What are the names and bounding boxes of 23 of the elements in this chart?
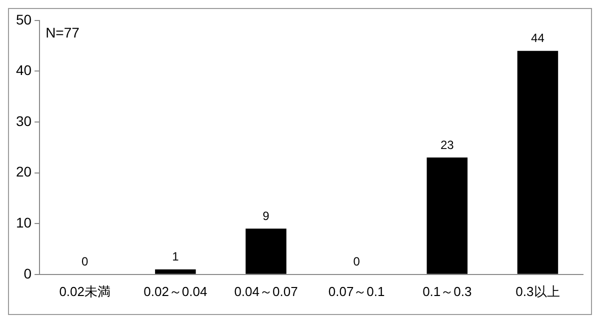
x-tick-label: 0.02～0.04 <box>144 284 208 299</box>
data-label: 0 <box>82 254 89 269</box>
annotation: N=77 <box>46 24 80 40</box>
x-tick-label: 0.04～0.07 <box>234 284 298 299</box>
y-tick-label: 10 <box>16 214 32 230</box>
data-label: 44 <box>531 31 545 46</box>
data-label: 1 <box>172 250 180 264</box>
bar <box>246 228 286 274</box>
x-tick-label: 0.1～0.3 <box>422 284 472 299</box>
y-tick-label: 0 <box>24 265 32 282</box>
y-tick-label: 40 <box>16 62 32 78</box>
y-tick-label: 50 <box>16 11 32 28</box>
x-tick-label: 0.07～0.1 <box>328 284 385 299</box>
data-label: 0 <box>353 254 360 269</box>
bar <box>155 269 196 274</box>
y-tick-label: 20 <box>16 164 32 180</box>
bar <box>517 50 558 274</box>
x-tick-label: 0.3以上 <box>516 284 560 299</box>
data-label: 23 <box>440 138 454 152</box>
data-label: 9 <box>262 208 270 223</box>
y-tick-label: 30 <box>16 112 32 129</box>
bar <box>426 158 468 274</box>
x-tick-label: 0.02未満 <box>59 284 111 299</box>
